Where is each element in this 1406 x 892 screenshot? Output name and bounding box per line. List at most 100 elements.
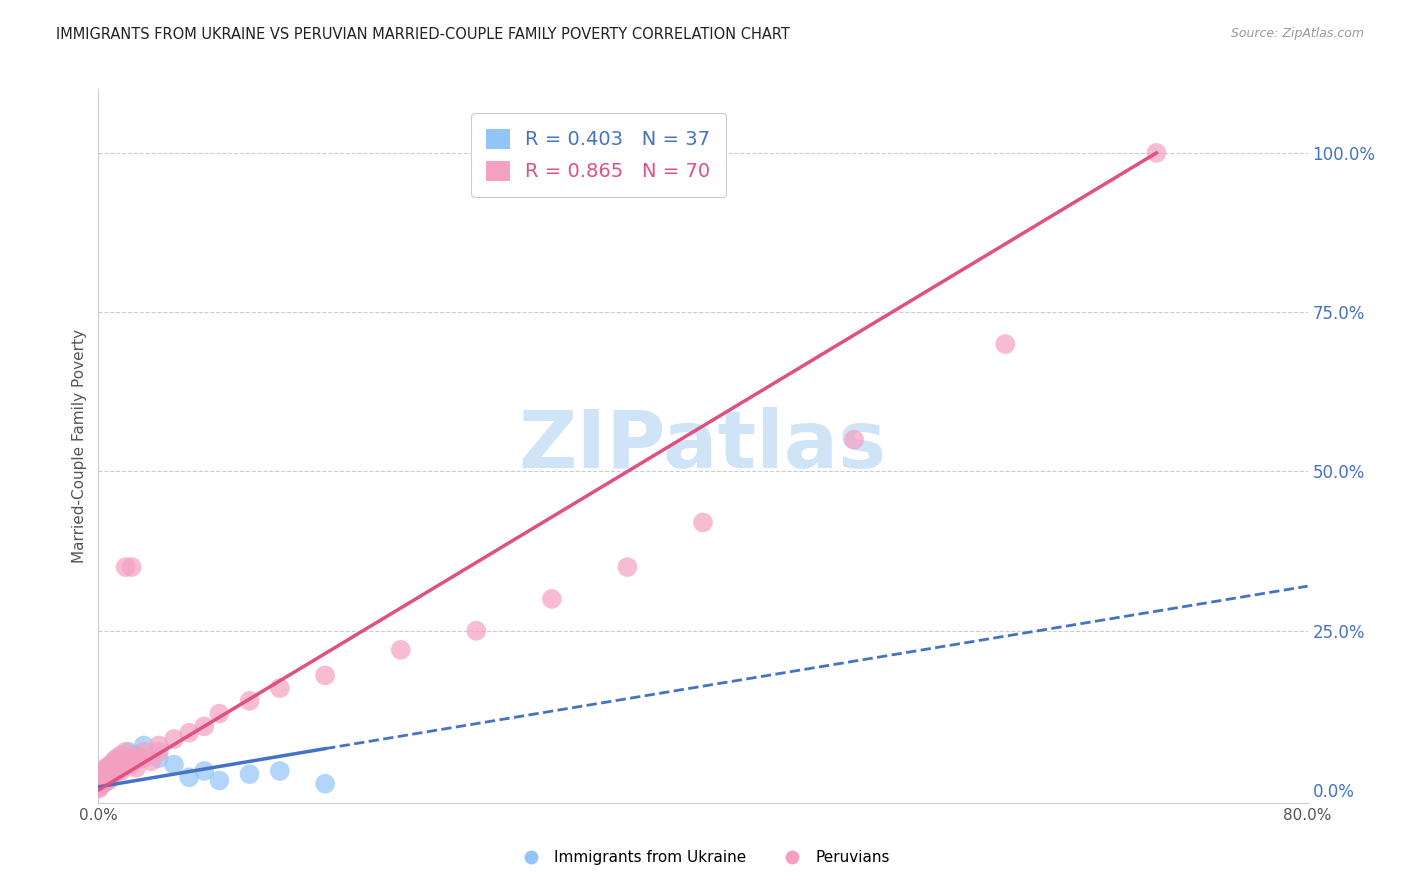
Point xyxy=(125,747,148,762)
Point xyxy=(89,780,111,794)
Point xyxy=(110,751,132,765)
Point xyxy=(193,719,215,733)
Point xyxy=(239,694,262,708)
Y-axis label: Married-Couple Family Poverty: Married-Couple Family Poverty xyxy=(72,329,87,563)
Point xyxy=(94,773,117,788)
Point xyxy=(91,777,114,791)
Point xyxy=(94,770,117,784)
Point xyxy=(93,773,115,788)
Point xyxy=(121,757,143,772)
Point xyxy=(100,770,122,784)
Point xyxy=(110,747,132,762)
Point xyxy=(93,765,115,780)
Point xyxy=(132,745,155,759)
Point xyxy=(208,773,231,788)
Legend: R = 0.403   N = 37, R = 0.865   N = 70: R = 0.403 N = 37, R = 0.865 N = 70 xyxy=(471,113,725,197)
Point xyxy=(94,772,117,786)
Legend: Immigrants from Ukraine, Peruvians: Immigrants from Ukraine, Peruvians xyxy=(510,844,896,871)
Point xyxy=(90,775,112,789)
Point xyxy=(314,668,336,682)
Point xyxy=(107,764,129,778)
Point xyxy=(89,780,111,794)
Point xyxy=(314,777,336,791)
Point xyxy=(125,751,148,765)
Point xyxy=(93,764,115,778)
Point xyxy=(97,767,120,781)
Text: IMMIGRANTS FROM UKRAINE VS PERUVIAN MARRIED-COUPLE FAMILY POVERTY CORRELATION CH: IMMIGRANTS FROM UKRAINE VS PERUVIAN MARR… xyxy=(56,27,790,42)
Point xyxy=(110,764,132,778)
Point xyxy=(994,337,1017,351)
Point xyxy=(89,778,111,792)
Point xyxy=(148,745,170,759)
Text: ZIPatlas: ZIPatlas xyxy=(519,407,887,485)
Point xyxy=(148,751,170,765)
Point xyxy=(89,773,111,788)
Point xyxy=(91,777,114,791)
Point xyxy=(90,770,112,784)
Point xyxy=(179,725,201,739)
Point xyxy=(96,764,118,778)
Point xyxy=(96,764,118,778)
Point xyxy=(103,761,125,775)
Point xyxy=(94,772,117,786)
Point xyxy=(89,777,111,791)
Point xyxy=(94,767,117,781)
Point xyxy=(125,761,148,775)
Point xyxy=(100,764,122,778)
Point xyxy=(844,433,866,447)
Point xyxy=(91,769,114,783)
Point xyxy=(1146,145,1168,160)
Point xyxy=(90,775,112,789)
Point xyxy=(179,770,201,784)
Point xyxy=(239,767,262,781)
Point xyxy=(148,739,170,753)
Point xyxy=(692,516,714,530)
Point xyxy=(89,773,111,788)
Point xyxy=(114,560,136,574)
Point xyxy=(89,777,111,791)
Point xyxy=(101,757,124,772)
Point xyxy=(163,757,186,772)
Point xyxy=(105,755,128,769)
Point xyxy=(90,773,112,788)
Point xyxy=(94,761,117,775)
Point xyxy=(97,773,120,788)
Point xyxy=(208,706,231,721)
Point xyxy=(114,745,136,759)
Point xyxy=(90,772,112,786)
Point xyxy=(100,757,122,772)
Text: Source: ZipAtlas.com: Source: ZipAtlas.com xyxy=(1230,27,1364,40)
Point xyxy=(163,732,186,747)
Point xyxy=(100,767,122,781)
Point xyxy=(96,770,118,784)
Point xyxy=(389,643,412,657)
Point xyxy=(89,778,111,792)
Point xyxy=(112,755,135,769)
Point xyxy=(101,764,124,778)
Point xyxy=(616,560,638,574)
Point xyxy=(540,591,562,606)
Point xyxy=(87,781,110,796)
Point xyxy=(94,770,117,784)
Point xyxy=(132,751,155,765)
Point xyxy=(90,777,112,791)
Point xyxy=(121,560,143,574)
Point xyxy=(93,764,115,778)
Point xyxy=(97,761,120,775)
Point xyxy=(118,757,141,772)
Point xyxy=(91,767,114,781)
Point xyxy=(91,769,114,783)
Point xyxy=(111,761,134,775)
Point xyxy=(132,739,155,753)
Point xyxy=(93,767,115,781)
Point xyxy=(96,767,118,781)
Point xyxy=(269,681,291,695)
Point xyxy=(96,770,118,784)
Point xyxy=(193,764,215,778)
Point xyxy=(103,755,125,769)
Point xyxy=(118,751,141,765)
Point xyxy=(269,764,291,778)
Point xyxy=(98,761,121,775)
Point xyxy=(141,755,163,769)
Point xyxy=(118,745,141,759)
